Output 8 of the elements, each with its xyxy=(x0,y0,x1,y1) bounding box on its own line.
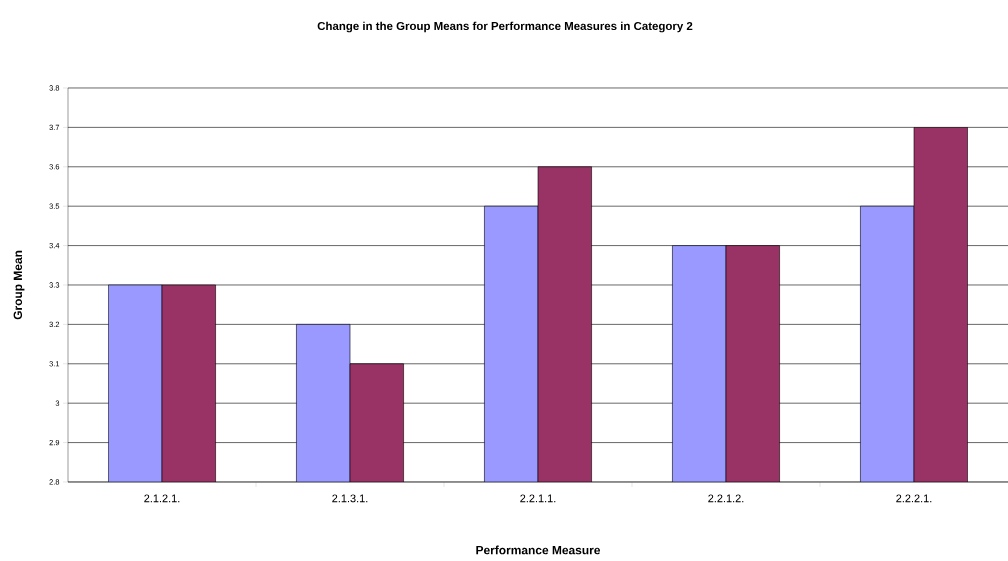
y-axis-title: Group Mean xyxy=(13,250,25,320)
x-tick-label: 2.2.2.1. xyxy=(896,494,932,503)
x-axis-title: Performance Measure xyxy=(476,545,601,555)
chart-title: Change in the Group Means for Performance Measures in Category 2 xyxy=(317,21,693,33)
x-tick-label: 2.2.1.2. xyxy=(708,494,744,503)
x-tick-label: 2.2.1.1. xyxy=(520,494,556,503)
x-tick-label: 2.1.2.1. xyxy=(144,494,180,503)
x-tick-label: 2.1.3.1. xyxy=(332,494,368,503)
